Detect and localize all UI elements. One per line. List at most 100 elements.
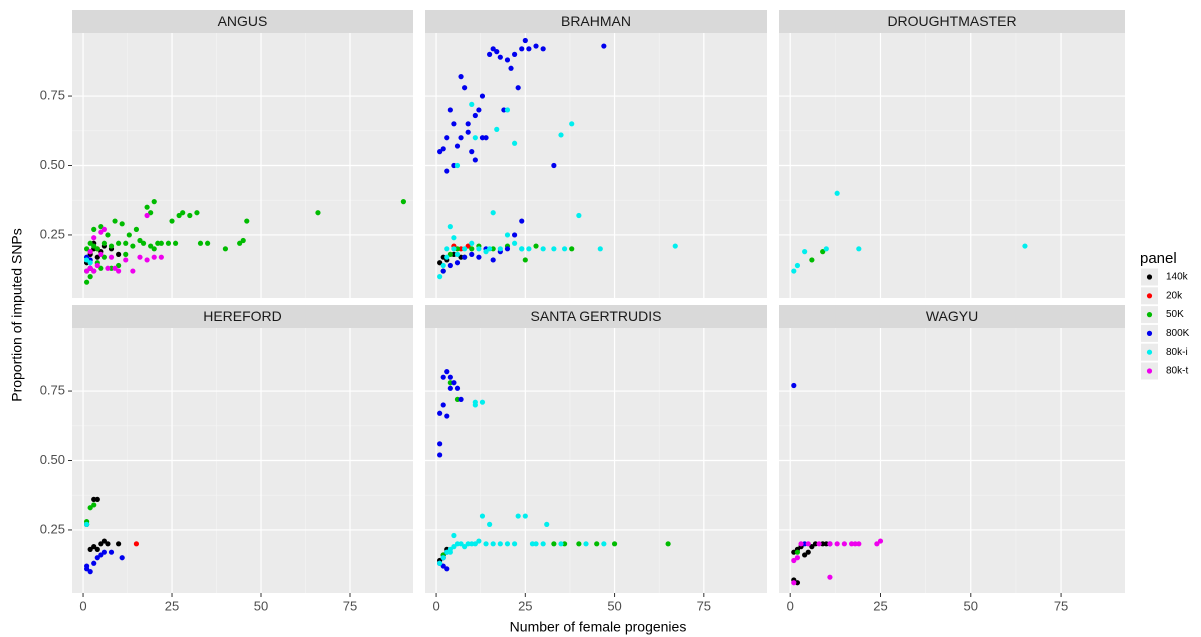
point bbox=[465, 121, 471, 127]
point bbox=[133, 226, 140, 232]
point bbox=[497, 246, 503, 252]
strip bbox=[779, 305, 1125, 328]
point bbox=[469, 246, 475, 252]
point bbox=[119, 221, 125, 227]
point bbox=[497, 54, 503, 60]
point bbox=[444, 254, 450, 260]
point bbox=[487, 51, 493, 57]
point bbox=[187, 212, 193, 219]
point bbox=[451, 246, 457, 252]
point bbox=[180, 210, 186, 216]
point bbox=[665, 541, 671, 547]
point bbox=[533, 541, 539, 547]
point bbox=[454, 396, 461, 402]
point bbox=[512, 140, 518, 146]
point bbox=[454, 385, 461, 391]
point bbox=[569, 121, 575, 127]
x-tick-label: 0 bbox=[432, 598, 439, 613]
point bbox=[444, 246, 450, 252]
point bbox=[812, 541, 819, 547]
point bbox=[458, 135, 464, 141]
point bbox=[437, 452, 443, 458]
point bbox=[809, 544, 815, 550]
legend-marker bbox=[1146, 293, 1153, 299]
point bbox=[490, 257, 496, 263]
facet-title: DROUGHTMASTER bbox=[887, 13, 1016, 29]
legend-marker bbox=[1146, 330, 1153, 336]
point bbox=[462, 85, 468, 91]
point bbox=[490, 46, 496, 52]
point bbox=[594, 541, 600, 547]
point bbox=[116, 262, 122, 269]
point bbox=[458, 541, 464, 547]
facet-title: SANTA GERTRUDIS bbox=[531, 308, 662, 324]
point bbox=[451, 532, 457, 539]
point bbox=[597, 246, 603, 252]
point bbox=[533, 43, 539, 49]
point bbox=[101, 538, 107, 544]
point bbox=[101, 240, 107, 246]
point bbox=[476, 538, 482, 544]
point bbox=[462, 254, 468, 260]
point bbox=[465, 243, 471, 249]
point bbox=[526, 246, 532, 252]
point bbox=[576, 212, 582, 219]
point bbox=[508, 65, 514, 71]
point bbox=[483, 249, 489, 255]
point bbox=[98, 229, 104, 235]
point bbox=[458, 396, 464, 402]
point bbox=[848, 541, 855, 547]
point bbox=[116, 541, 122, 547]
point bbox=[444, 168, 450, 174]
point bbox=[874, 541, 880, 547]
point bbox=[798, 541, 804, 547]
point bbox=[791, 268, 797, 274]
point bbox=[462, 544, 468, 550]
point bbox=[551, 246, 557, 252]
point bbox=[315, 210, 321, 216]
point bbox=[144, 257, 150, 263]
point bbox=[440, 555, 446, 561]
point bbox=[820, 249, 826, 255]
point bbox=[479, 513, 486, 519]
point bbox=[440, 262, 446, 269]
point bbox=[791, 382, 797, 389]
point bbox=[437, 274, 443, 280]
point bbox=[158, 240, 164, 246]
point bbox=[561, 541, 568, 547]
x-axis-title: Number of female progenies bbox=[510, 619, 687, 635]
point bbox=[515, 85, 521, 91]
point bbox=[91, 235, 97, 241]
point bbox=[447, 251, 453, 257]
strip bbox=[779, 10, 1125, 33]
point bbox=[144, 212, 150, 219]
point bbox=[440, 374, 446, 380]
legend-label: 140k bbox=[1166, 272, 1189, 283]
point bbox=[151, 246, 157, 252]
point bbox=[169, 218, 175, 224]
point bbox=[91, 560, 97, 566]
point bbox=[569, 246, 575, 252]
point bbox=[237, 240, 243, 246]
point bbox=[165, 240, 172, 246]
point bbox=[601, 43, 607, 49]
point bbox=[105, 232, 111, 238]
point bbox=[87, 569, 93, 575]
point bbox=[176, 212, 182, 219]
point bbox=[841, 541, 847, 547]
point bbox=[437, 149, 443, 155]
point bbox=[137, 254, 143, 260]
point bbox=[802, 249, 808, 255]
y-tick-label: 0.50 bbox=[40, 452, 65, 467]
point bbox=[116, 268, 122, 274]
point bbox=[827, 541, 833, 547]
point bbox=[98, 224, 104, 230]
point bbox=[116, 251, 122, 257]
point bbox=[454, 162, 461, 169]
point bbox=[576, 541, 582, 547]
point bbox=[94, 555, 100, 561]
x-tick-label: 0 bbox=[79, 598, 86, 613]
point bbox=[101, 226, 107, 232]
point bbox=[856, 246, 862, 252]
point bbox=[504, 246, 511, 252]
